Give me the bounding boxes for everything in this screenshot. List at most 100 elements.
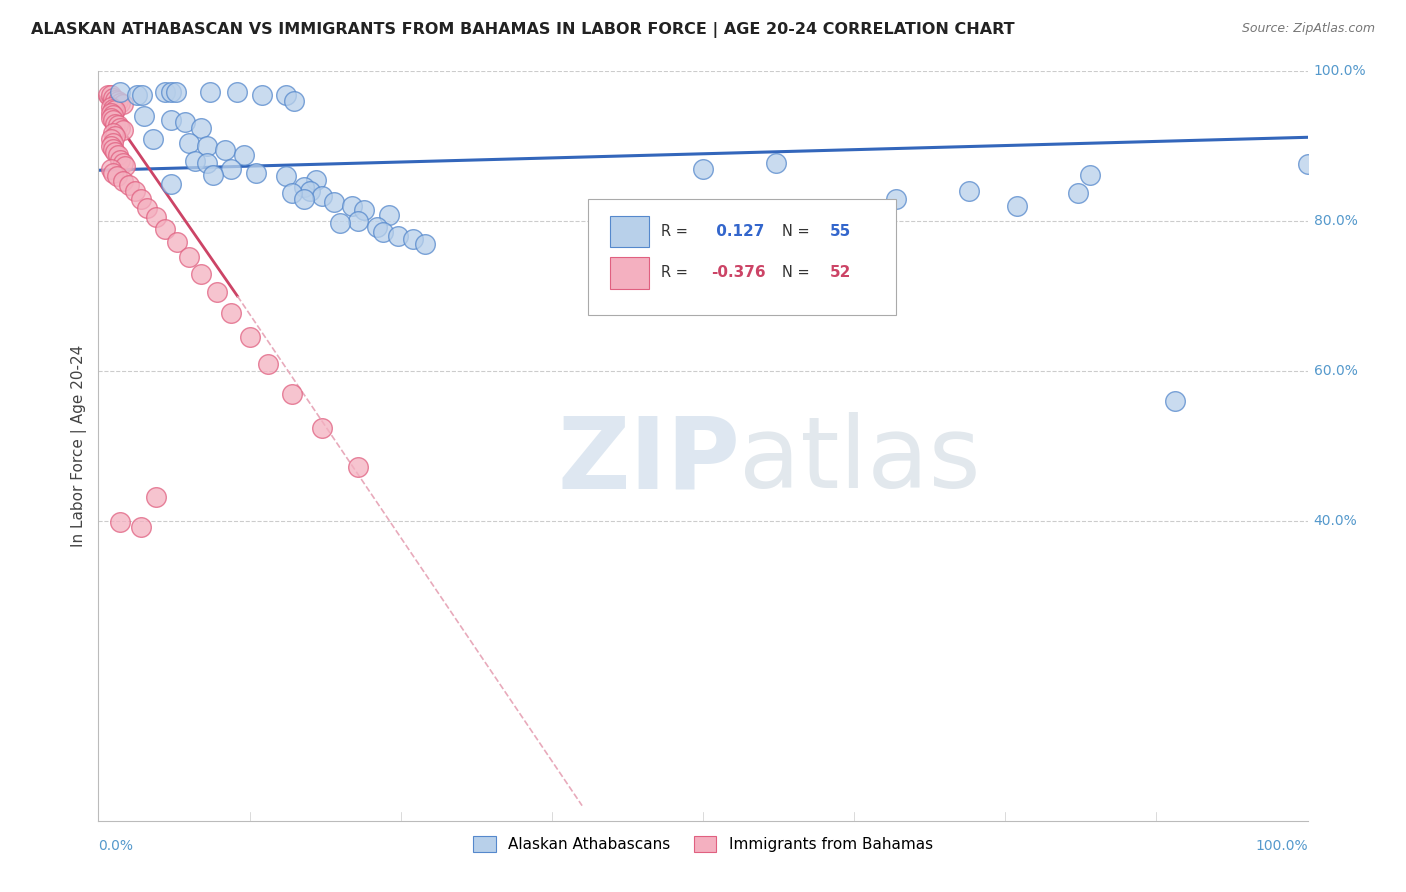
Point xyxy=(195,155,218,169)
Point xyxy=(232,148,254,162)
Point xyxy=(111,123,134,137)
Point xyxy=(886,192,908,206)
Point xyxy=(281,186,304,200)
Point xyxy=(134,109,156,123)
Point xyxy=(256,357,278,371)
Point xyxy=(1296,157,1319,171)
Point xyxy=(1163,394,1185,409)
Point xyxy=(179,136,201,150)
Point xyxy=(281,386,304,401)
Point xyxy=(108,95,131,110)
Point xyxy=(118,178,141,193)
Point xyxy=(353,202,375,217)
Point xyxy=(127,88,149,103)
Point xyxy=(692,161,714,176)
Text: ALASKAN ATHABASCAN VS IMMIGRANTS FROM BAHAMAS IN LABOR FORCE | AGE 20-24 CORRELA: ALASKAN ATHABASCAN VS IMMIGRANTS FROM BA… xyxy=(31,22,1015,38)
Point xyxy=(402,232,425,246)
Point xyxy=(292,192,315,206)
Point xyxy=(100,161,122,176)
Point xyxy=(101,90,124,104)
Point xyxy=(104,145,127,160)
Point xyxy=(366,220,388,235)
Point xyxy=(160,177,183,191)
Point xyxy=(142,132,165,146)
Point xyxy=(107,148,129,162)
Point xyxy=(195,139,218,153)
Point xyxy=(323,195,346,210)
Text: 100.0%: 100.0% xyxy=(1256,839,1308,854)
Point xyxy=(311,421,333,435)
Point xyxy=(184,154,207,169)
Point xyxy=(101,136,124,150)
Point xyxy=(377,208,399,222)
Point xyxy=(1007,199,1029,213)
FancyBboxPatch shape xyxy=(588,199,897,315)
Point xyxy=(305,173,328,187)
Point xyxy=(1067,186,1090,200)
Point xyxy=(413,236,436,251)
Point xyxy=(347,214,370,228)
Point xyxy=(221,306,243,320)
Point xyxy=(245,165,267,179)
Point xyxy=(100,139,122,153)
Point xyxy=(837,253,859,268)
Text: 55: 55 xyxy=(830,224,851,239)
Text: -0.376: -0.376 xyxy=(711,265,766,280)
Text: 80.0%: 80.0% xyxy=(1313,214,1358,228)
Point xyxy=(347,460,370,475)
Point xyxy=(239,330,262,344)
Point xyxy=(114,159,136,173)
Text: N =: N = xyxy=(782,224,810,239)
Point xyxy=(100,88,122,103)
Point xyxy=(190,267,212,281)
Point xyxy=(129,520,152,534)
Point xyxy=(100,105,122,120)
Text: 40.0%: 40.0% xyxy=(1313,514,1357,528)
Point xyxy=(387,229,409,244)
Text: 0.127: 0.127 xyxy=(711,224,765,239)
Point xyxy=(371,226,394,240)
Point xyxy=(765,155,787,169)
Point xyxy=(101,108,124,122)
Point xyxy=(107,118,129,132)
Point xyxy=(108,86,131,100)
Point xyxy=(100,111,122,125)
Point xyxy=(283,95,305,109)
Point xyxy=(221,161,243,176)
Point xyxy=(101,165,124,179)
Point xyxy=(100,132,122,146)
Point xyxy=(153,86,176,100)
Point xyxy=(100,100,122,114)
Point xyxy=(104,103,127,118)
Point xyxy=(97,88,120,103)
Text: 52: 52 xyxy=(830,265,852,280)
Text: 60.0%: 60.0% xyxy=(1313,364,1358,378)
Point xyxy=(101,126,124,140)
Point xyxy=(166,235,188,250)
Point xyxy=(104,128,127,143)
Point xyxy=(131,88,153,103)
Y-axis label: In Labor Force | Age 20-24: In Labor Force | Age 20-24 xyxy=(72,345,87,547)
Point xyxy=(111,97,134,112)
Point xyxy=(108,120,131,135)
Point xyxy=(342,199,364,213)
Point xyxy=(311,188,333,202)
Point xyxy=(153,221,176,235)
Point xyxy=(174,115,197,129)
Point xyxy=(957,184,980,198)
Point xyxy=(107,95,129,109)
Point xyxy=(329,216,352,230)
Point xyxy=(813,243,835,257)
Point xyxy=(190,120,212,135)
Point xyxy=(292,180,315,194)
Legend: Alaskan Athabascans, Immigrants from Bahamas: Alaskan Athabascans, Immigrants from Bah… xyxy=(467,830,939,858)
Point xyxy=(165,86,187,100)
Point xyxy=(111,174,134,188)
Point xyxy=(226,86,249,100)
Point xyxy=(299,184,322,198)
Point xyxy=(214,143,236,157)
Text: R =: R = xyxy=(661,224,688,239)
Point xyxy=(198,86,221,100)
Point xyxy=(274,169,297,184)
Point xyxy=(274,88,297,103)
